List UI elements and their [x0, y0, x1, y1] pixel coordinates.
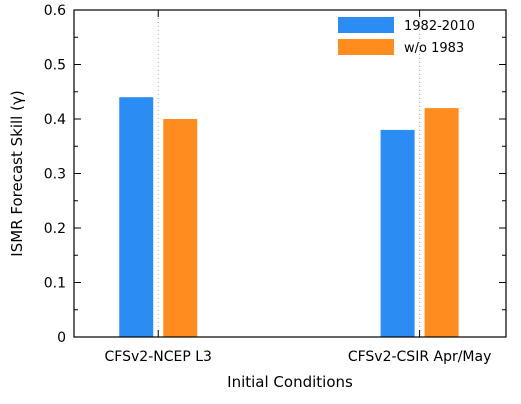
legend-swatch [338, 39, 394, 55]
legend: 1982-2010 w/o 1983 [338, 17, 475, 56]
x-tick-label: CFSv2-CSIR Apr/May [348, 349, 492, 365]
bar-1-2 [380, 129, 415, 337]
legend-label: 1982-2010 [404, 19, 475, 34]
y-axis-title: ISMR Forecast Skill (γ) [8, 90, 26, 256]
bar-2-1 [163, 119, 198, 337]
y-tick-label: 0 [57, 330, 66, 346]
x-axis: CFSv2-NCEP L3 CFSv2-CSIR Apr/May [105, 10, 492, 365]
x-tick-label: CFSv2-NCEP L3 [105, 349, 212, 365]
y-tick-label: 0.3 [44, 167, 66, 183]
y-axis: 0 0.1 0.2 0.3 0.4 0.5 0.6 [44, 3, 506, 346]
y-tick-label: 0.5 [44, 58, 66, 74]
legend-label: w/o 1983 [404, 41, 464, 56]
y-tick-label: 0.6 [44, 3, 66, 19]
legend-swatch [338, 17, 394, 33]
y-tick-label: 0.1 [44, 276, 66, 292]
x-axis-title: Initial Conditions [227, 373, 353, 391]
bar-1-1 [119, 97, 154, 337]
grid-lines [157, 10, 421, 337]
y-tick-label: 0.2 [44, 221, 66, 237]
bars [119, 97, 459, 337]
y-tick-label: 0.4 [44, 112, 66, 128]
bar-2-2 [424, 108, 459, 337]
